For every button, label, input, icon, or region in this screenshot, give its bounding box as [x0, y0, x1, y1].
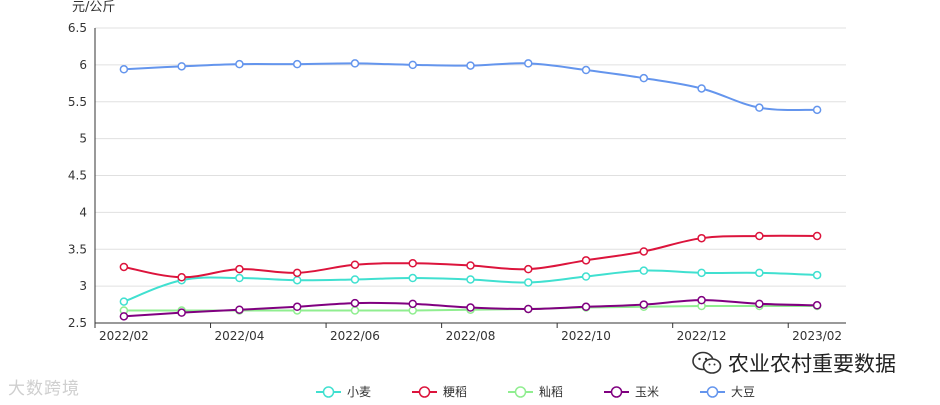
- legend-marker-icon: [706, 386, 719, 398]
- data-point: [235, 305, 244, 314]
- y-axis-unit: 元/公斤: [72, 0, 115, 15]
- data-point: [524, 264, 533, 274]
- legend-item[interactable]: 小麦: [316, 385, 371, 399]
- data-point: [581, 302, 591, 312]
- y-tick-label: 3: [79, 279, 87, 293]
- x-tick-label: 2022/06: [330, 329, 380, 343]
- data-point: [812, 270, 822, 280]
- data-point: [350, 298, 360, 308]
- legend-marker-icon: [514, 386, 527, 398]
- legend-label: 大豆: [731, 385, 755, 399]
- data-point: [466, 61, 475, 70]
- data-point: [524, 304, 533, 314]
- data-point: [755, 103, 764, 112]
- y-tick-label: 4: [79, 205, 87, 219]
- watermark-left: 大数跨境: [8, 374, 80, 399]
- series-line: [123, 62, 818, 112]
- data-point: [524, 59, 533, 68]
- data-point: [119, 65, 129, 74]
- series-4: [119, 59, 822, 115]
- data-point: [466, 261, 475, 270]
- series-3: [119, 295, 822, 321]
- legend-label: 籼稻: [539, 385, 563, 399]
- data-point: [639, 266, 649, 275]
- data-point: [639, 300, 649, 309]
- watermark-right: 农业农村重要数据: [692, 348, 896, 378]
- legend-item[interactable]: 大豆: [700, 385, 755, 399]
- data-point: [177, 273, 186, 282]
- y-tick-label: 5: [79, 132, 87, 146]
- legend-item[interactable]: 籼稻: [508, 385, 563, 399]
- series-1: [119, 231, 822, 282]
- data-point: [235, 264, 244, 274]
- data-point: [697, 84, 706, 93]
- data-point: [350, 59, 360, 68]
- y-tick-label: 4.5: [68, 169, 87, 183]
- data-point: [350, 275, 360, 284]
- series-line: [123, 234, 818, 279]
- watermark-left-text: 大数跨境: [8, 379, 80, 399]
- data-point: [581, 272, 591, 281]
- data-point: [755, 268, 764, 278]
- data-point: [812, 231, 822, 241]
- y-tick-label: 6: [79, 58, 87, 72]
- data-point: [466, 275, 475, 284]
- legend-label: 小麦: [347, 385, 371, 399]
- legend-label: 玉米: [635, 385, 659, 399]
- y-tick-label: 3.5: [68, 242, 87, 256]
- data-point: [292, 275, 302, 285]
- data-point: [812, 105, 822, 115]
- data-point: [812, 301, 822, 310]
- data-point: [697, 295, 706, 305]
- y-tick-label: 2.5: [68, 316, 87, 330]
- data-point: [235, 273, 244, 283]
- data-point: [524, 278, 533, 287]
- data-point: [119, 312, 129, 321]
- x-tick-label: 2022/04: [214, 329, 264, 343]
- data-point: [408, 60, 417, 70]
- y-tick-label: 6.5: [68, 21, 87, 35]
- data-point: [581, 65, 591, 75]
- watermark-right-text: 农业农村重要数据: [728, 352, 896, 376]
- data-point: [235, 59, 244, 69]
- data-point: [292, 302, 302, 312]
- data-point: [350, 306, 360, 315]
- data-point: [408, 259, 417, 268]
- data-point: [408, 299, 417, 309]
- x-tick-label: 2022/10: [561, 329, 611, 343]
- x-tick-label: 2022/12: [677, 329, 727, 343]
- data-point: [755, 231, 764, 241]
- wechat-icon: [692, 351, 722, 374]
- data-point: [177, 308, 186, 317]
- data-point: [119, 297, 129, 306]
- legend-marker-icon: [610, 386, 623, 398]
- data-point: [755, 299, 764, 309]
- data-point: [350, 260, 360, 269]
- series-lines: [119, 59, 822, 321]
- legend-marker-icon: [322, 386, 335, 398]
- legend-label: 粳稻: [443, 385, 467, 399]
- data-point: [581, 256, 591, 265]
- grid-lines: [95, 27, 846, 324]
- legend[interactable]: 小麦 粳稻 籼稻 玉米 大豆: [316, 385, 755, 399]
- data-point: [639, 247, 649, 256]
- data-point: [466, 303, 475, 312]
- data-point: [697, 268, 706, 278]
- legend-item[interactable]: 玉米: [604, 385, 659, 399]
- data-point: [177, 62, 186, 71]
- legend-marker-icon: [418, 386, 431, 398]
- data-point: [292, 59, 302, 69]
- data-point: [697, 233, 706, 243]
- axes: 2.5 3 3.5 4 4.5 5 5.5 6 6.5 元/公斤 2022/02 2022/04 202…: [68, 0, 846, 343]
- legend-item[interactable]: 粳稻: [412, 385, 467, 399]
- data-point: [292, 268, 302, 278]
- x-tick-label: 2022/08: [446, 329, 496, 343]
- y-tick-label: 5.5: [68, 95, 87, 109]
- data-point: [639, 73, 649, 83]
- data-point: [119, 262, 129, 272]
- data-point: [408, 273, 417, 283]
- x-tick-label: 2023/02: [792, 329, 842, 343]
- x-tick-label: 2022/02: [99, 329, 149, 343]
